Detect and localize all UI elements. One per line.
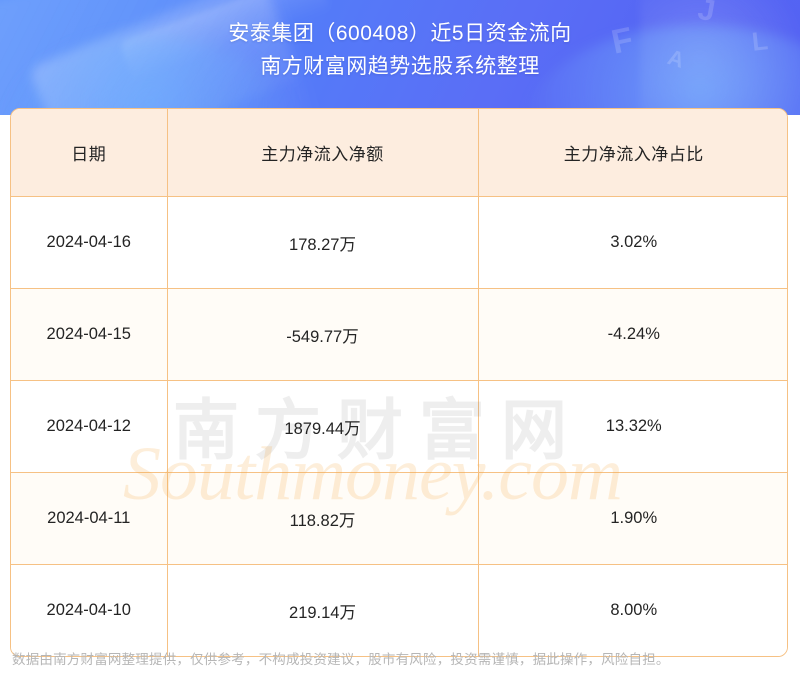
table-body: 2024-04-16 178.27万 3.02% 2024-04-15 -549… — [11, 196, 787, 656]
column-header-net-ratio: 主力净流入净占比 — [478, 109, 787, 197]
cell-net-ratio: 1.90% — [478, 472, 787, 565]
page-title-line-1: 安泰集团（600408）近5日资金流向 — [228, 22, 572, 45]
table-row: 2024-04-10 219.14万 8.00% — [11, 564, 787, 656]
fund-flow-table: 日期 主力净流入净额 主力净流入净占比 2024-04-16 178.27万 3… — [11, 109, 787, 656]
cell-net-ratio: -4.24% — [478, 288, 787, 381]
cell-net-amount: -549.77万 — [167, 288, 479, 381]
cell-date: 2024-04-16 — [11, 196, 168, 289]
column-header-date: 日期 — [11, 109, 168, 197]
header-banner: F J L A 安泰集团（600408）近5日资金流向 南方财富网趋势选股系统整… — [0, 0, 800, 115]
table-row: 2024-04-15 -549.77万 -4.24% — [11, 288, 787, 381]
table-row: 2024-04-11 118.82万 1.90% — [11, 472, 787, 565]
cell-net-ratio: 3.02% — [478, 196, 787, 289]
cell-net-ratio: 13.32% — [478, 380, 787, 473]
table-row: 2024-04-12 1879.44万 13.32% — [11, 380, 787, 473]
cell-date: 2024-04-12 — [11, 380, 168, 473]
cell-net-amount: 1879.44万 — [167, 380, 479, 473]
cell-date: 2024-04-11 — [11, 472, 168, 565]
cell-net-amount: 219.14万 — [167, 564, 479, 656]
cell-date: 2024-04-15 — [11, 288, 168, 381]
cell-net-amount: 118.82万 — [167, 472, 479, 565]
page-title-line-2: 南方财富网趋势选股系统整理 — [260, 54, 540, 78]
cell-date: 2024-04-10 — [11, 564, 168, 656]
cell-net-ratio: 8.00% — [610, 601, 658, 619]
cell-net-amount: 178.27万 — [167, 196, 479, 289]
page-title: 安泰集团（600408）近5日资金流向 南方财富网趋势选股系统整理 — [0, 0, 800, 83]
table-row: 2024-04-16 178.27万 3.02% — [11, 196, 787, 289]
table-header: 日期 主力净流入净额 主力净流入净占比 — [11, 109, 787, 197]
table-header-row: 日期 主力净流入净额 主力净流入净占比 — [11, 109, 787, 197]
column-header-net-amount: 主力净流入净额 — [167, 109, 479, 197]
fund-flow-table-card: 南方财富网 Southmoney.com 日期 主力净流入净额 主力净流入净占比… — [10, 108, 788, 657]
